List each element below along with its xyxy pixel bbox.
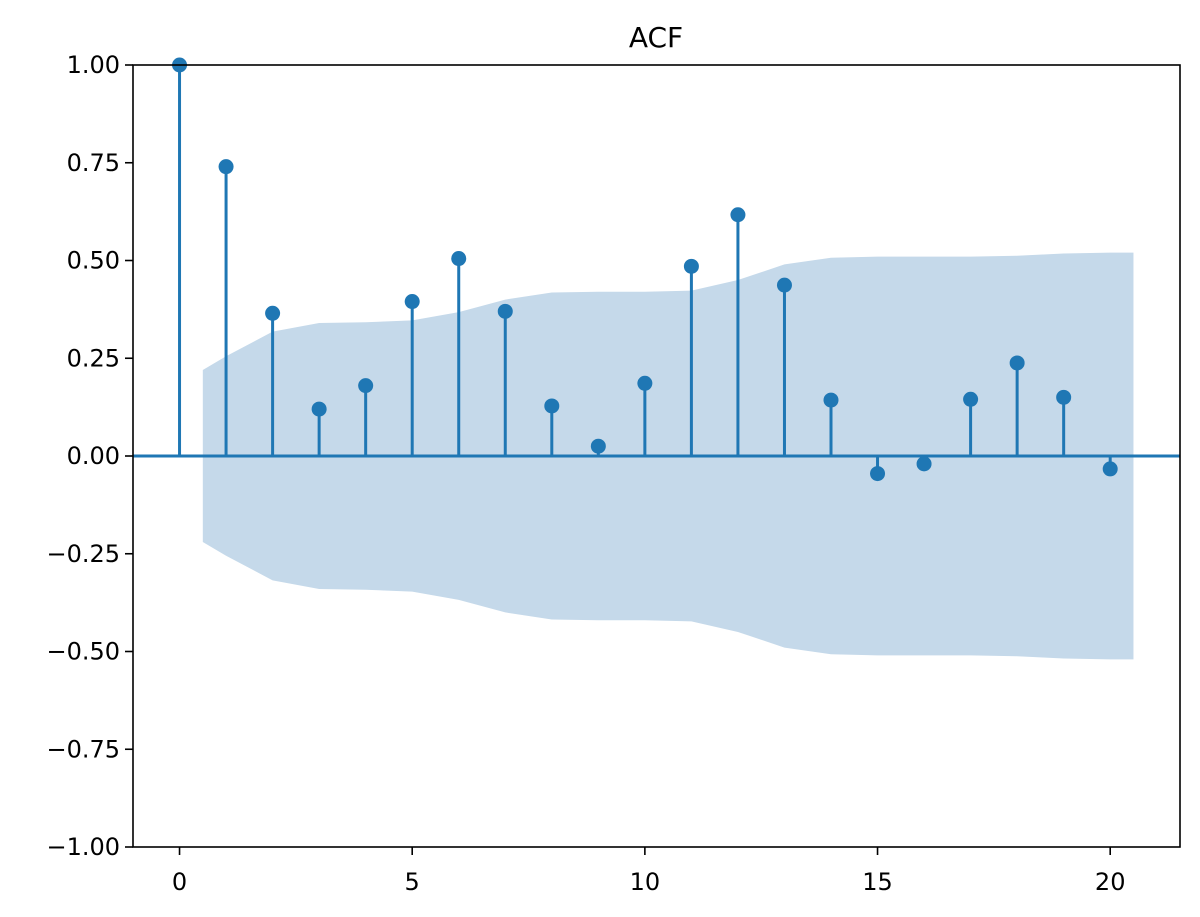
acf-point-lag-5 xyxy=(404,294,420,310)
acf-point-lag-17 xyxy=(963,391,979,407)
acf-point-lag-2 xyxy=(265,305,281,321)
acf-point-lag-13 xyxy=(776,277,792,293)
y-tick-label: 0.25 xyxy=(67,344,120,372)
acf-point-lag-7 xyxy=(497,303,513,319)
acf-point-lag-3 xyxy=(311,401,327,417)
x-tick-label: 20 xyxy=(1095,868,1126,896)
marker-layer xyxy=(172,57,1118,482)
acf-point-lag-8 xyxy=(544,398,560,414)
acf-point-lag-16 xyxy=(916,456,932,472)
y-tick-label: 0.50 xyxy=(67,247,120,275)
y-tick-label: −0.25 xyxy=(46,540,120,568)
acf-point-lag-14 xyxy=(823,392,839,408)
acf-point-lag-1 xyxy=(218,159,234,175)
y-tick-label: −0.50 xyxy=(46,638,120,666)
axes-layer: 1.00 0.75 0.50 0.25 0.00 −0.25 −0.50 −0.75 −1.00… xyxy=(46,51,1181,896)
x-tick-label: 5 xyxy=(405,868,420,896)
acf-point-lag-9 xyxy=(590,438,606,454)
acf-point-lag-11 xyxy=(683,258,699,274)
acf-point-lag-18 xyxy=(1009,355,1025,371)
y-tick-label: −0.75 xyxy=(46,735,120,763)
x-tick-label: 10 xyxy=(630,868,661,896)
y-tick-label: 0.75 xyxy=(67,149,120,177)
acf-point-lag-4 xyxy=(358,378,374,394)
x-tick-label: 0 xyxy=(172,868,187,896)
y-tick-label: 0.00 xyxy=(67,442,120,470)
acf-point-lag-15 xyxy=(870,466,886,482)
y-tick-label: −1.00 xyxy=(46,833,120,861)
acf-point-lag-19 xyxy=(1056,389,1072,405)
y-tick-label: 1.00 xyxy=(67,51,120,79)
acf-point-lag-10 xyxy=(637,375,653,391)
chart-title: ACF xyxy=(629,21,683,54)
acf-point-lag-12 xyxy=(730,207,746,223)
acf-point-lag-20 xyxy=(1102,461,1118,477)
acf-point-lag-6 xyxy=(451,251,467,267)
x-tick-label: 15 xyxy=(862,868,893,896)
